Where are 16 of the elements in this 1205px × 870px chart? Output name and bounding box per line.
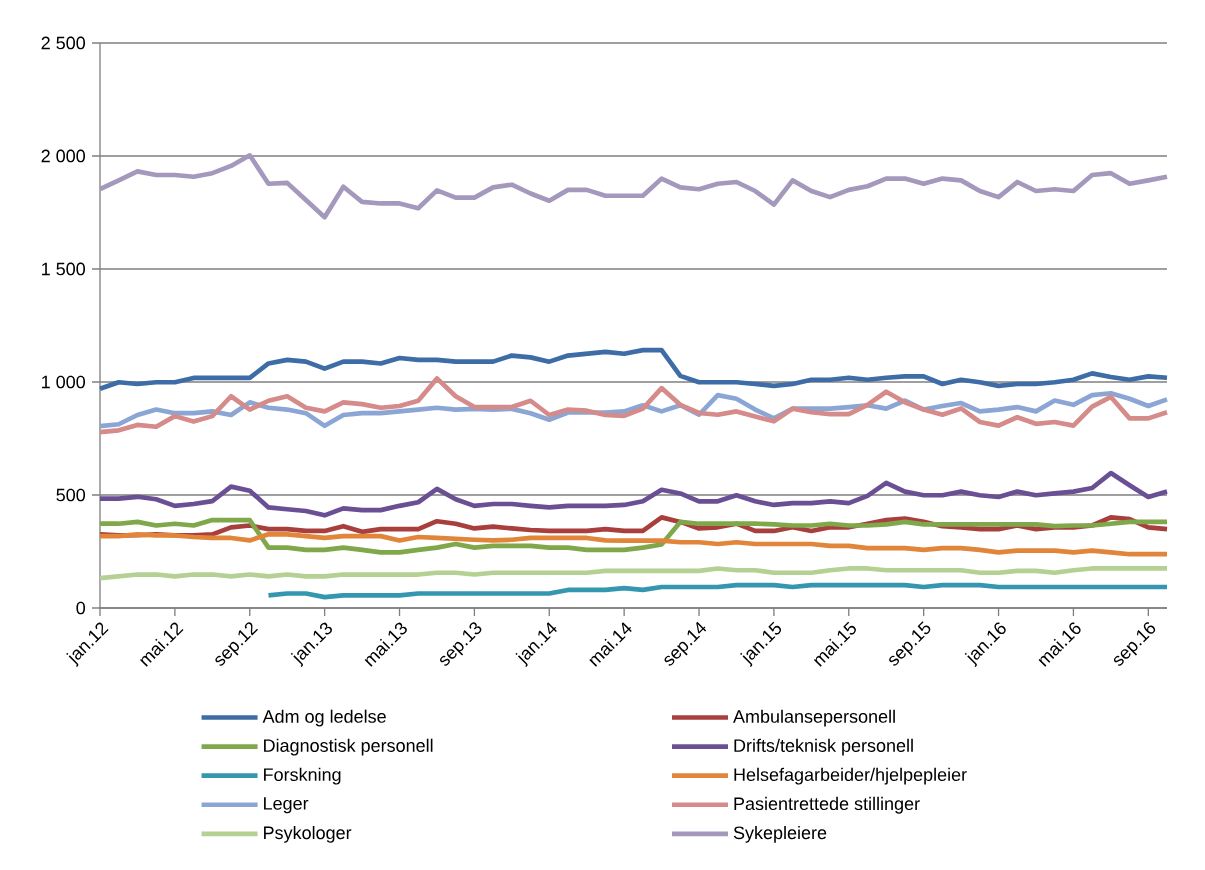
y-tick-label: 1 000 [42, 375, 85, 389]
legend-label: Adm og ledelse [262, 709, 386, 727]
legend-label: Sykepleiere [733, 825, 827, 843]
legend-label: Drifts/teknisk personell [734, 738, 913, 756]
y-tick-label: 1 500 [42, 262, 85, 276]
y-tick-label: 500 [56, 488, 86, 502]
legend-label: Diagnostisk personell [264, 738, 433, 756]
y-tick-label: 0 [76, 601, 86, 615]
y-tick-label: 2 500 [41, 36, 85, 50]
legend-label: Forskning [264, 767, 341, 785]
legend-label: Helsefagarbeider/hjelpepleier [734, 767, 967, 785]
y-tick-label: 2 000 [41, 149, 85, 163]
legend-label: Pasientrettede stillinger [734, 796, 920, 814]
legend-label: Leger [264, 797, 309, 814]
legend-label: Psykologer [264, 825, 352, 843]
legend-label: Ambulansepersonell [733, 709, 895, 727]
